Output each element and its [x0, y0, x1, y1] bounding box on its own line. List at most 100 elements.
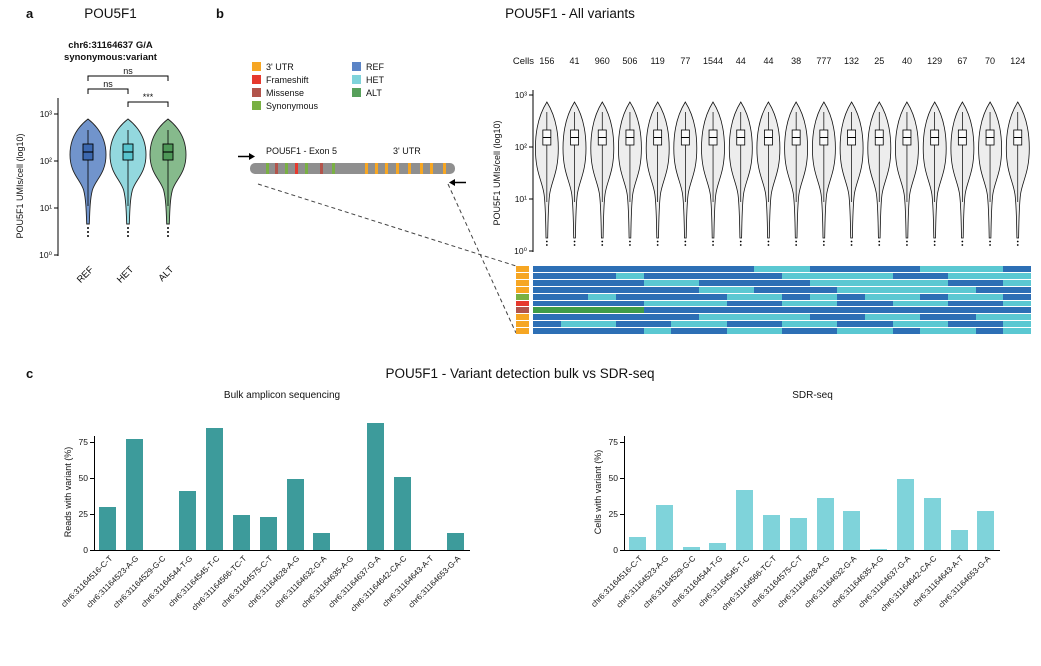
panel-b-label: b: [216, 6, 224, 21]
genotype-cell: [560, 307, 589, 314]
genotype-cell: [837, 300, 865, 307]
cell-count: 119: [650, 56, 664, 66]
genotype-cell: [781, 307, 810, 314]
genotype-cell: [754, 266, 782, 272]
outlier-dot: [601, 244, 604, 246]
genotype-cell: [726, 314, 755, 321]
outlier-dot: [822, 240, 825, 243]
genotype-cell: [643, 307, 672, 314]
outlier-dot: [906, 240, 908, 243]
all-variants-violin-plot: Cells 10³ 10² 10¹ 10⁰ POU5F1 UMIs/cell (log10…: [492, 56, 1030, 256]
genotype-cell: [533, 279, 561, 286]
genotype-cell: [864, 300, 893, 307]
genotype-cell: [588, 321, 616, 328]
genotype-cell: [947, 300, 976, 307]
variant-type-cell: [516, 300, 529, 307]
genotype-cell: [533, 321, 561, 328]
outlier-dot: [601, 240, 604, 243]
genotype-cell: [726, 328, 755, 334]
cell-count: 40: [902, 56, 912, 66]
genotype-cell: [588, 300, 616, 307]
legend-item: ALT: [352, 86, 384, 99]
genotype-cell: [920, 321, 948, 328]
genotype-cell: [698, 293, 727, 300]
bar: [206, 427, 224, 550]
genotype-cell: [864, 293, 893, 300]
genotype-cell: [533, 307, 561, 314]
reverse-primer-icon: [449, 179, 466, 186]
genotype-cell: [809, 300, 838, 307]
utr3-mark: [420, 163, 424, 174]
genotype-cell: [671, 307, 699, 314]
cell-count: 506: [622, 56, 637, 66]
bar: [179, 490, 197, 550]
outlier-dot: [906, 244, 908, 246]
y-tick: [620, 442, 624, 443]
variant-type-cell: [516, 279, 529, 286]
legend-label: ALT: [366, 87, 382, 98]
outlier-dot: [878, 240, 881, 243]
x-tick-label: REF: [75, 264, 96, 285]
outlier-dot: [684, 240, 687, 243]
genotype-cell: [892, 279, 921, 286]
outlier-dot: [989, 240, 991, 243]
cell-count: 44: [763, 56, 773, 66]
variant-type-cell: [516, 272, 529, 279]
y-tick-label: 0: [613, 545, 618, 555]
genotype-cell: [892, 300, 921, 307]
outlier-dot: [573, 240, 576, 243]
y-tick-label: 10⁰: [514, 246, 527, 256]
cell-count: 38: [791, 56, 801, 66]
y-tick-label: 25: [608, 509, 618, 519]
variant-type-strip: [516, 266, 529, 334]
bar: [682, 547, 700, 550]
outlier-dot: [739, 240, 742, 243]
zoom-connector-line: [447, 183, 517, 334]
outlier-dot: [127, 235, 129, 237]
genotype-cell: [754, 321, 782, 328]
y-tick-label: 10³: [40, 109, 52, 119]
genotype-cell: [671, 279, 699, 286]
variant-type-cell: [516, 293, 529, 300]
zoom-connectors: [257, 183, 517, 334]
outlier-dot: [1016, 244, 1019, 246]
bar: [870, 548, 888, 550]
genotype-cell: [975, 314, 1004, 321]
genotype-cell: [726, 293, 755, 300]
legend-item: Synonymous: [252, 99, 318, 112]
genotype-cell: [892, 321, 921, 328]
genotype-cell: [864, 314, 893, 321]
significance-label: ns: [103, 79, 113, 89]
gene-diagram: POU5F1 - Exon 5 3' UTR: [238, 146, 468, 206]
y-tick: [620, 514, 624, 515]
genotype-cell: [809, 272, 838, 279]
y-tick: [90, 478, 94, 479]
genotype-cell: [726, 300, 755, 307]
genotype-cell: [588, 293, 616, 300]
genotype-cell: [1003, 279, 1031, 286]
genotype-cell: [533, 293, 561, 300]
cell-count: 70: [985, 56, 995, 66]
cell-count: 156: [539, 56, 554, 66]
genotype-cell: [588, 286, 616, 293]
y-tick: [620, 550, 624, 551]
panel-a-label: a: [26, 6, 34, 21]
outlier-dot: [684, 244, 687, 246]
genotype-cell: [892, 314, 921, 321]
genotype-legend: REF HET ALT: [352, 60, 384, 99]
genotype-cell: [947, 293, 976, 300]
genotype-cell: [1003, 314, 1031, 321]
genotype-cell: [615, 272, 644, 279]
genotype-cell: [837, 266, 865, 272]
outlier-dot: [712, 244, 714, 246]
legend-item: Missense: [252, 86, 318, 99]
significance-bracket: [87, 75, 169, 81]
bar: [789, 518, 807, 550]
genotype-cell: [698, 307, 727, 314]
outlier-dot: [545, 240, 548, 243]
legend-label: HET: [366, 74, 384, 85]
y-tick-label: 75: [78, 437, 88, 447]
genotype-cell: [975, 300, 1004, 307]
genotype-cell: [615, 300, 644, 307]
genotype-cell: [560, 272, 589, 279]
